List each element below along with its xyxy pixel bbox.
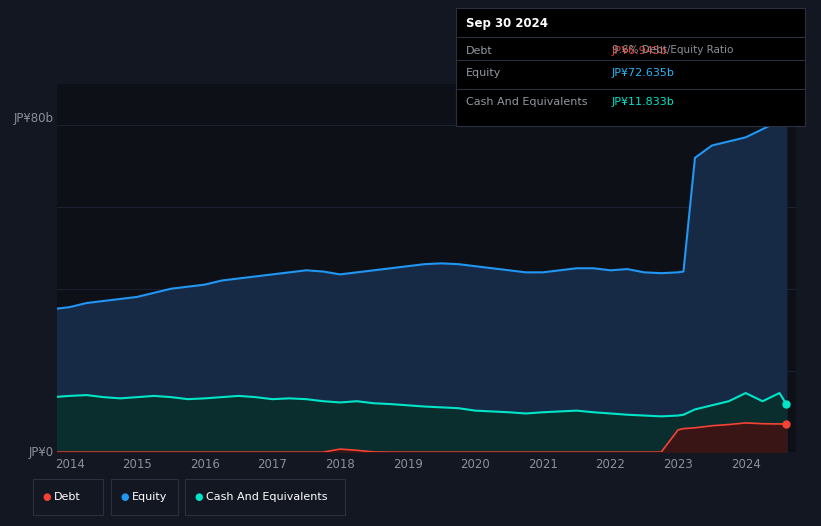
Text: Cash And Equivalents: Cash And Equivalents <box>466 97 587 107</box>
Text: ●: ● <box>43 492 51 502</box>
Text: 9.6% Debt/Equity Ratio: 9.6% Debt/Equity Ratio <box>612 45 733 55</box>
Text: JP¥80b: JP¥80b <box>14 112 54 125</box>
Text: JP¥0: JP¥0 <box>29 446 54 459</box>
Text: JP¥6.945b: JP¥6.945b <box>612 46 667 56</box>
Text: Debt: Debt <box>466 46 493 56</box>
Text: Equity: Equity <box>466 68 501 78</box>
Text: Equity: Equity <box>132 492 167 502</box>
Text: ●: ● <box>195 492 203 502</box>
Text: JP¥11.833b: JP¥11.833b <box>612 97 674 107</box>
Text: JP¥72.635b: JP¥72.635b <box>612 68 675 78</box>
Text: Debt: Debt <box>54 492 81 502</box>
Text: Cash And Equivalents: Cash And Equivalents <box>206 492 328 502</box>
Text: Sep 30 2024: Sep 30 2024 <box>466 17 548 31</box>
Text: ●: ● <box>121 492 129 502</box>
